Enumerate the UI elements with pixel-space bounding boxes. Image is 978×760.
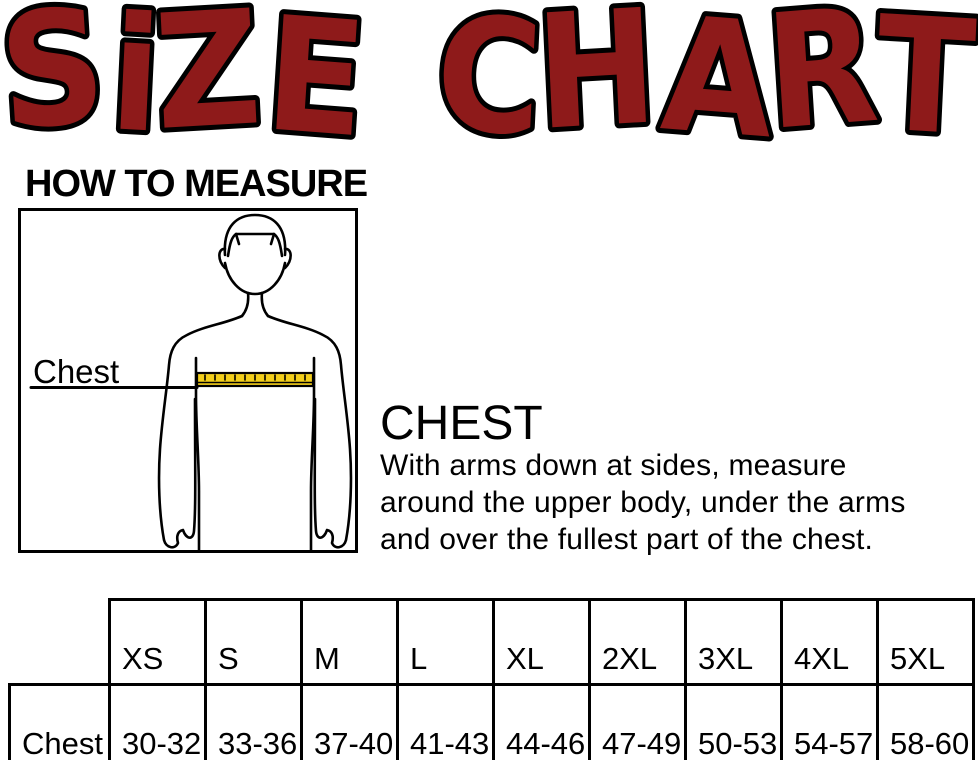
figure-hairline	[226, 232, 284, 258]
chest-instructions-line1: With arms down at sides, measure	[380, 449, 847, 482]
chest-value-m: 37-40	[300, 683, 399, 760]
size-table-chest-row: Chest 30-32 33-36 37-40 41-43 44-46 47-4…	[8, 683, 975, 760]
chest-row-header: Chest	[8, 683, 111, 760]
chest-value-xl: 44-46	[492, 683, 591, 760]
figure-torso-side-right	[309, 356, 316, 550]
chest-diagram-label: Chest	[33, 353, 119, 390]
size-header-l: L	[396, 598, 495, 686]
size-header-xs: XS	[108, 598, 207, 686]
figure-left-arm	[157, 314, 244, 549]
size-table-header-row: XS S M L XL 2XL 3XL 4XL 5XL	[10, 598, 975, 686]
chest-value-2xl: 47-49	[588, 683, 687, 760]
chest-instructions: With arms down at sides, measure around …	[380, 447, 906, 558]
chest-value-xs: 30-32	[108, 683, 207, 760]
title-word-size: SiZE	[0, 0, 372, 156]
figure-ear-right	[283, 247, 292, 270]
chest-value-s: 33-36	[204, 683, 303, 760]
figure-hairline-notches	[234, 232, 276, 246]
torso-figure: Chest	[29, 213, 353, 550]
measurement-diagram: Chest	[18, 208, 358, 553]
chest-value-3xl: 50-53	[684, 683, 783, 760]
figure-right-arm	[266, 314, 353, 549]
size-header-m: M	[300, 598, 399, 686]
size-header-2xl: 2XL	[588, 598, 687, 686]
figure-head	[223, 213, 287, 257]
how-to-measure-heading: HOW TO MEASURE	[25, 163, 368, 205]
chest-instructions-line2: around the upper body, under the arms	[380, 486, 906, 519]
size-header-3xl: 3XL	[684, 598, 783, 686]
size-table-blank-cell	[10, 600, 110, 685]
size-table: XS S M L XL 2XL 3XL 4XL 5XL Chest 30-32 …	[8, 598, 975, 760]
size-header-s: S	[204, 598, 303, 686]
size-header-xl: XL	[492, 598, 591, 686]
size-header-5xl: 5XL	[876, 598, 975, 686]
figure-ear-left	[218, 247, 227, 270]
figure-jaw	[223, 261, 287, 296]
size-chart-title: SiZE CHART	[0, 0, 978, 156]
chest-instructions-line3: and over the fullest part of the chest.	[380, 523, 874, 556]
figure-torso-side-left	[194, 356, 201, 550]
size-header-4xl: 4XL	[780, 598, 879, 686]
chest-value-5xl: 58-60	[876, 683, 975, 760]
measuring-tape	[195, 371, 315, 388]
figure-neck	[240, 291, 270, 318]
chest-value-4xl: 54-57	[780, 683, 879, 760]
title-word-chart: CHART	[432, 0, 978, 156]
chest-value-l: 41-43	[396, 683, 495, 760]
chest-section-heading: CHEST	[380, 397, 543, 450]
